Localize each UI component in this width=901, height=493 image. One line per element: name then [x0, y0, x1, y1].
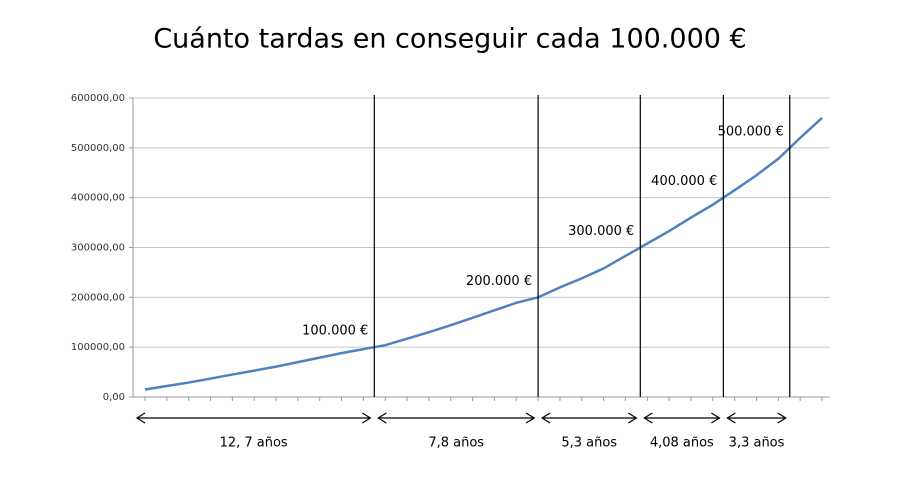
milestone-label: 400.000 € [651, 174, 717, 189]
milestone-label: 200.000 € [466, 274, 532, 289]
y-tick-label: 100000,00 [71, 342, 125, 353]
interval-label: 7,8 años [428, 436, 484, 451]
interval-label: 12, 7 años [220, 436, 288, 451]
y-tick-label: 500000,00 [71, 143, 125, 154]
y-tick-label: 600000,00 [71, 93, 125, 104]
interval-label: 5,3 años [561, 436, 617, 451]
interval-label: 4,08 años [650, 436, 714, 451]
y-tick-label: 400000,00 [71, 193, 125, 204]
milestone-label: 100.000 € [302, 324, 368, 339]
arrow-head [711, 412, 721, 424]
arrow-head [525, 412, 536, 424]
y-tick-label: 200000,00 [71, 292, 125, 303]
line [144, 117, 823, 391]
y-tick-label: 0,00 [103, 392, 125, 403]
milestone-label: 500.000 € [718, 124, 784, 139]
interval-label: 3,3 años [729, 436, 785, 451]
arrow-head [540, 412, 551, 424]
arrow-head [726, 412, 736, 424]
arrow-head [361, 412, 372, 424]
milestone-label: 300.000 € [568, 224, 634, 239]
arrow-head [627, 412, 638, 424]
arrow-head [777, 412, 787, 424]
arrow-head [135, 412, 146, 424]
arrow-head [377, 412, 387, 424]
arrow-head [643, 412, 653, 424]
chart-title: Cuánto tardas en conseguir cada 100.000 … [153, 24, 746, 55]
y-tick-label: 300000,00 [71, 243, 125, 254]
